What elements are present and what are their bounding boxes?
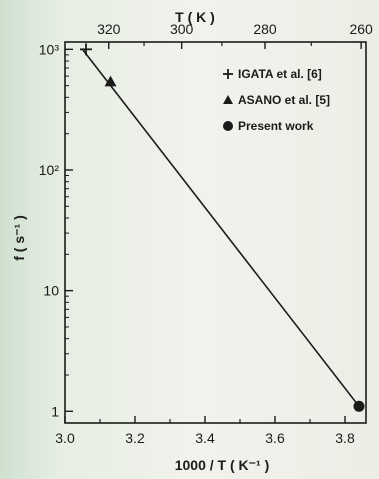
y-tick-label: 10² <box>39 162 60 178</box>
y-tick-label: 1 <box>51 403 59 419</box>
legend-marker-circle <box>223 121 233 131</box>
legend-entry: IGATA et al. [6] <box>238 67 322 81</box>
x-axis-ticks: 3.0 3.2 3.4 3.6 3.8 <box>55 416 355 446</box>
x-tick-label: 3.4 <box>195 430 215 446</box>
point-plus <box>80 43 92 56</box>
legend-entry: Present work <box>238 119 314 133</box>
x-tick-label: 3.0 <box>55 430 75 446</box>
point-triangle <box>104 75 117 87</box>
point-circle <box>353 400 365 412</box>
top-tick-label: 300 <box>170 21 194 37</box>
top-tick-label: 320 <box>97 21 121 37</box>
y-axis-title: f ( s⁻¹ ) <box>11 215 27 261</box>
x-tick-label: 3.6 <box>265 430 285 446</box>
y-tick-label: 10 <box>43 283 59 299</box>
top-tick-label: 280 <box>253 21 277 37</box>
legend-entry: ASANO et al. [5] <box>238 93 330 107</box>
y-tick-label: 10³ <box>39 41 60 57</box>
data-points <box>80 43 365 412</box>
fit-line <box>81 48 360 407</box>
x-axis-title: 1000 / T ( K⁻¹ ) <box>175 457 270 473</box>
legend-marker-plus <box>223 69 233 79</box>
top-tick-label: 260 <box>349 21 373 37</box>
top-axis-title: T ( K ) <box>175 9 215 25</box>
x-tick-label: 3.8 <box>335 430 355 446</box>
top-axis-ticks: 320 300 280 260 <box>97 21 373 49</box>
legend-marker-triangle <box>223 95 233 104</box>
legend: IGATA et al. [6] ASANO et al. [5] Present … <box>223 67 330 133</box>
plot-frame <box>64 41 367 424</box>
y-axis-ticks: 1 10 10² 10³ <box>39 41 73 419</box>
x-tick-label: 3.2 <box>125 430 145 446</box>
